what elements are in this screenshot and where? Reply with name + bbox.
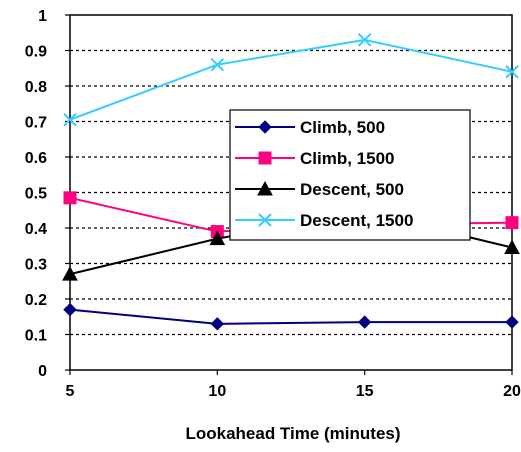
y-tick-label: 0.6 <box>25 150 47 167</box>
x-tick-label: 15 <box>356 383 374 400</box>
legend-item: Climb, 500 <box>235 118 385 137</box>
marker-x-stroke <box>210 57 225 72</box>
legend-item: Descent, 500 <box>235 180 404 199</box>
series-line <box>69 38 513 121</box>
x-axis-tick-labels: 5 10 15 20 <box>66 370 521 400</box>
legend-marker <box>257 180 273 196</box>
x-axis-title: Lookahead Time (minutes) <box>185 424 400 443</box>
series-0 <box>63 302 519 331</box>
x-tick-label: 5 <box>66 383 75 400</box>
legend: Climb, 500 Climb, 1500 Descent, 500 Descent… <box>229 109 471 241</box>
legend-marker <box>258 151 272 165</box>
data-point <box>357 315 372 329</box>
y-tick-label: 0.8 <box>25 79 47 96</box>
data-point <box>63 191 77 205</box>
y-tick-label: 0.9 <box>25 44 47 61</box>
legend-item: Climb, 1500 <box>235 149 395 168</box>
legend-label: Descent, 1500 <box>300 211 413 230</box>
series-line <box>69 308 512 325</box>
legend-item: Descent, 1500 <box>235 211 413 230</box>
legend-marker <box>258 120 272 134</box>
legend-box <box>229 109 471 241</box>
data-point <box>504 239 520 255</box>
data-point <box>63 113 77 127</box>
x-tick-label: 20 <box>503 383 521 400</box>
y-tick-label: 0.5 <box>25 186 47 203</box>
series-3 <box>63 33 519 127</box>
x-tick-label: 10 <box>208 383 226 400</box>
data-point <box>210 57 225 72</box>
data-point <box>505 65 519 79</box>
y-tick-label: 0 <box>38 363 47 380</box>
data-point <box>357 33 372 47</box>
data-point <box>210 317 225 331</box>
data-point <box>505 216 519 230</box>
data-point <box>209 230 226 246</box>
data-point <box>63 302 77 317</box>
data-point <box>62 266 78 281</box>
legend-marker <box>258 213 272 227</box>
y-tick-label: 0.3 <box>25 257 47 274</box>
y-tick-label: 0.4 <box>25 221 47 238</box>
legend-label: Climb, 500 <box>300 118 385 137</box>
y-tick-label: 0.7 <box>25 115 47 132</box>
legend-label: Descent, 500 <box>300 180 404 199</box>
y-tick-label: 0.1 <box>25 328 47 345</box>
marker-x-stroke <box>63 113 77 127</box>
legend-label: Climb, 1500 <box>300 149 395 168</box>
y-axis-tick-labels: 0 0.1 0.2 0.3 0.4 0.5 0.6 0.7 0.8 0.9 1 <box>25 8 70 380</box>
marker-x-stroke <box>357 33 372 47</box>
y-tick-label: 0.2 <box>25 292 47 309</box>
y-tick-label: 1 <box>38 8 47 25</box>
marker-x-stroke <box>505 65 519 79</box>
data-point <box>505 315 519 329</box>
marker-x-stroke <box>258 213 272 227</box>
